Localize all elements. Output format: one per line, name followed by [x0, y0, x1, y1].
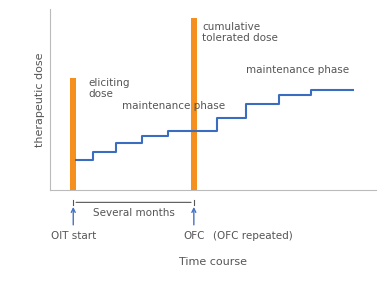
Text: Several months: Several months [93, 208, 175, 218]
Text: maintenance phase: maintenance phase [122, 101, 225, 111]
Text: Time course: Time course [179, 257, 248, 267]
Text: eliciting
dose: eliciting dose [88, 78, 130, 99]
Text: OFC: OFC [183, 231, 204, 241]
Text: maintenance phase: maintenance phase [246, 65, 349, 75]
Y-axis label: therapeutic dose: therapeutic dose [35, 52, 45, 147]
Text: cumulative
tolerated dose: cumulative tolerated dose [202, 22, 278, 43]
Text: OIT start: OIT start [50, 231, 96, 241]
Text: (OFC repeated): (OFC repeated) [213, 231, 293, 241]
